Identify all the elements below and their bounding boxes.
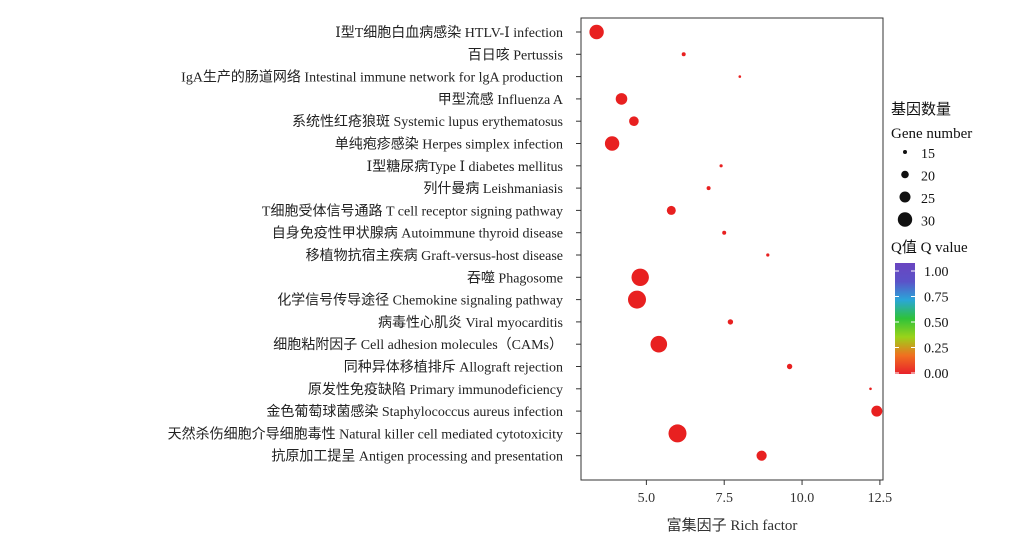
data-point	[604, 136, 620, 151]
data-point	[629, 116, 639, 126]
data-point	[738, 75, 742, 78]
data-point	[766, 253, 770, 257]
category-label: T细胞受体信号通路 T cell receptor signing pathwa…	[262, 203, 563, 219]
data-point	[719, 164, 723, 168]
data-point	[727, 319, 734, 325]
category-label: 原发性免疫缺陷 Primary immunodeficiency	[308, 382, 563, 398]
data-point	[589, 24, 604, 40]
size-legend-label: 15	[921, 147, 935, 162]
size-legend: 基因数量 Gene number 15 20 25 30	[891, 101, 972, 230]
data-point	[871, 405, 883, 417]
data-point	[631, 268, 649, 286]
data-point	[786, 363, 793, 370]
x-tick-label: 12.5	[868, 491, 893, 506]
category-label: 化学信号传导途径 Chemokine signaling pathway	[277, 292, 563, 309]
color-legend-label: 0.25	[924, 342, 949, 357]
data-point	[666, 205, 676, 215]
data-point	[706, 186, 711, 191]
data-point	[681, 52, 686, 57]
color-legend-bar	[895, 263, 915, 374]
category-label: 吞噬 Phagosome	[467, 270, 563, 286]
x-axis-title: 富集因子 Rich factor	[667, 516, 798, 534]
color-legend-label: 1.00	[924, 265, 949, 280]
y-axis-ticks	[576, 31, 581, 457]
size-legend-label: 25	[921, 192, 935, 207]
size-legend-dot	[901, 170, 909, 179]
x-tick-label: 7.5	[715, 491, 733, 506]
size-legend-title-en: Gene number	[891, 126, 972, 142]
category-label: 同种异体移植排斥 Allograft rejection	[344, 360, 563, 376]
color-legend-title: Q值 Q value	[891, 239, 968, 256]
color-legend-label: 0.75	[924, 291, 949, 306]
category-label: IgA生产的肠道网络 Intestinal immune network for…	[181, 70, 563, 86]
category-label: 单纯疱疹感染 Herpes simplex infection	[335, 136, 563, 153]
size-legend-dot	[897, 212, 913, 227]
size-legend-label: 20	[921, 170, 935, 185]
category-label: Ⅰ型T细胞白血病感染 HTLV-Ⅰ infection	[335, 24, 563, 41]
size-legend-label: 30	[921, 215, 935, 230]
category-label: Ⅰ型糖尿病Type Ⅰ diabetes mellitus	[367, 159, 563, 175]
category-label: 移植物抗宿主疾病 Graft-versus-host disease	[306, 247, 563, 264]
x-tick-label: 10.0	[790, 491, 815, 506]
category-label: 自身免疫性甲状腺病 Autoimmune thyroid disease	[272, 226, 563, 242]
plot-area	[580, 17, 884, 481]
category-label: 百日咳 Pertussis	[468, 47, 563, 63]
size-legend-dot	[903, 150, 907, 154]
data-point	[628, 290, 646, 309]
size-legend-dot	[899, 191, 911, 203]
data-point	[869, 387, 872, 391]
category-label: 列什曼病 Leishmaniasis	[423, 181, 563, 197]
data-point	[615, 93, 628, 105]
color-legend-label: 0.50	[924, 316, 949, 331]
color-legend: Q值 Q value 1.00 0.75 0.50 0.25 0.00	[891, 239, 968, 382]
x-tick-label: 5.0	[638, 491, 656, 506]
category-label: 系统性红疮狼斑 Systemic lupus erythematosus	[292, 114, 563, 130]
data-point	[722, 230, 727, 235]
data-point	[668, 424, 687, 443]
data-points	[589, 24, 883, 461]
category-label: 甲型流感 Influenza A	[438, 91, 564, 108]
category-label: 抗原加工提呈 Antigen processing and presentati…	[271, 449, 563, 465]
data-point	[650, 335, 668, 353]
category-label: 病毒性心肌炎 Viral myocarditis	[378, 315, 563, 331]
color-legend-label: 0.00	[924, 367, 949, 382]
size-legend-title-cn: 基因数量	[891, 101, 951, 118]
data-point	[756, 450, 767, 461]
category-label: 细胞粘附因子 Cell adhesion molecules（CAMs）	[273, 337, 563, 353]
x-axis-ticks: 5.0 7.5 10.0 12.5	[638, 480, 893, 506]
category-label: 天然杀伤细胞介导细胞毒性 Natural killer cell mediate…	[168, 425, 563, 442]
category-labels: Ⅰ型T细胞白血病感染 HTLV-Ⅰ infection 百日咳 Pertussis…	[168, 24, 564, 465]
category-label: 金色葡萄球菌感染 Staphylococcus aureus infection	[266, 403, 563, 420]
